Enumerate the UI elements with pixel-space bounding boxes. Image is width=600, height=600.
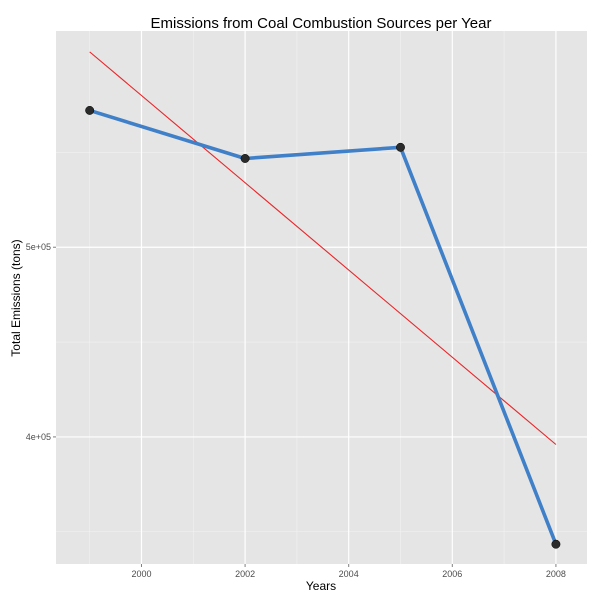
x-tick-label: 2002 [235, 569, 255, 579]
data-point [85, 105, 95, 115]
data-point [240, 154, 250, 163]
x-tick-label: 2004 [339, 569, 359, 579]
x-axis-label: Years [306, 579, 336, 593]
y-tick-label: 4e+05 [26, 432, 51, 442]
emissions-line [87, 108, 558, 547]
plot-panel [56, 31, 587, 564]
y-tick-label: 5e+05 [26, 242, 51, 252]
x-tick-label: 2008 [546, 569, 566, 579]
y-axis-label: Total Emissions (tons) [9, 239, 23, 356]
x-tick-label: 2006 [442, 569, 462, 579]
trend-line [89, 51, 557, 445]
chart-title: Emissions from Coal Combustion Sources p… [151, 15, 492, 32]
data-point [396, 142, 405, 152]
data-point [551, 539, 561, 549]
panel-background [56, 31, 587, 564]
x-tick-label: 2000 [131, 569, 151, 579]
